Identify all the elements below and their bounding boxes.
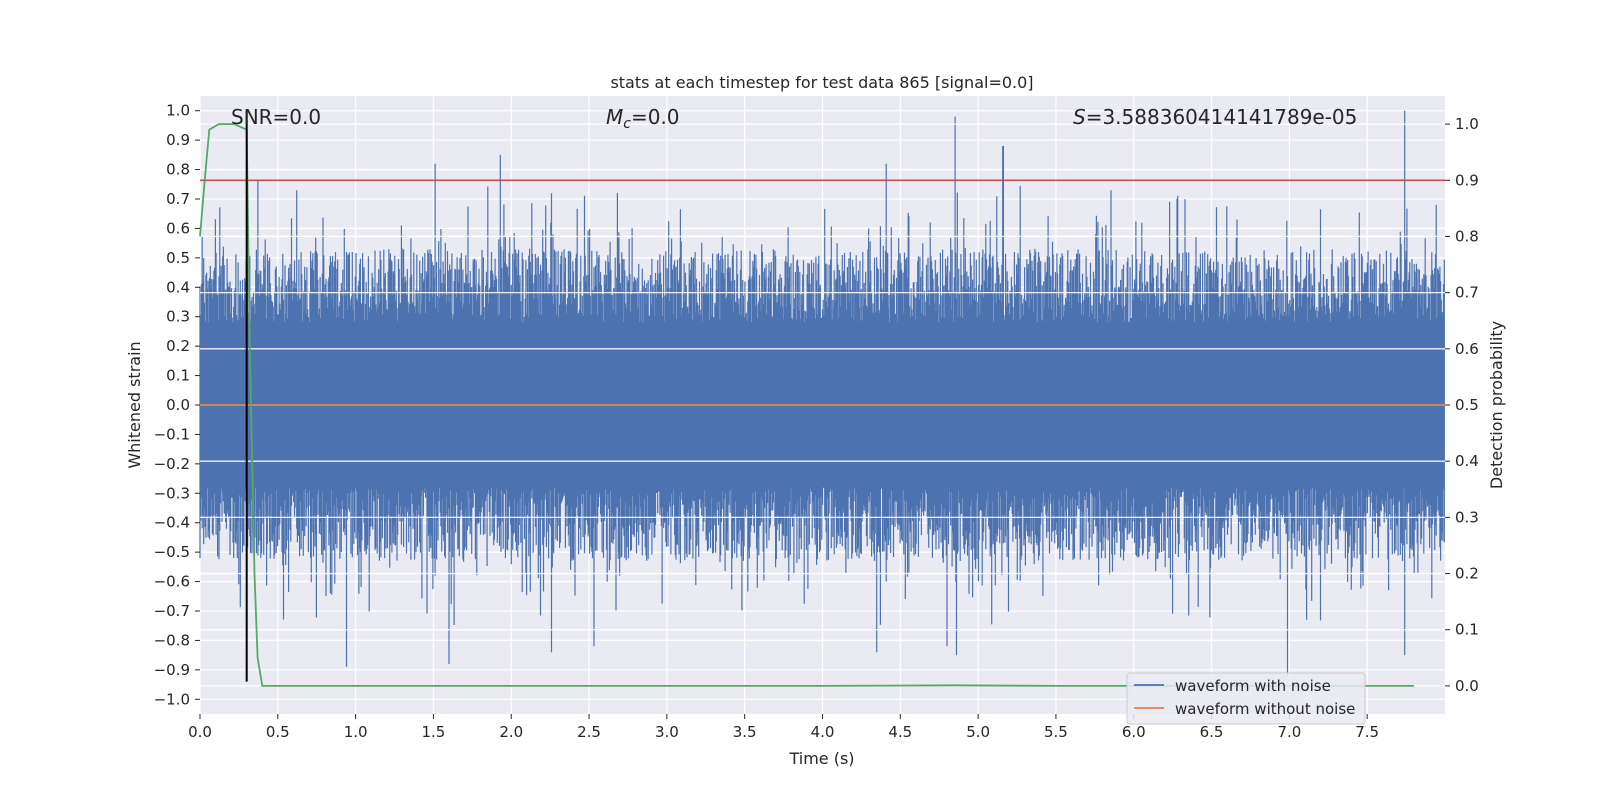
x-tick-label: 7.5 (1355, 723, 1379, 741)
y-tick-label: 0.0 (166, 396, 190, 414)
y2-axis-label: Detection probability (1487, 321, 1506, 489)
y-tick-label: 0.6 (166, 219, 190, 237)
mc-subscript: c (623, 116, 631, 132)
legend-box (1126, 672, 1366, 725)
s-annotation: S=3.588360414141789e-05 (1073, 105, 1357, 129)
y2-tick-label: 0.7 (1455, 284, 1479, 302)
y-tick-label: 1.0 (166, 102, 190, 120)
y2-tick-label: 0.9 (1455, 171, 1479, 189)
y2-tick-label: 0.2 (1455, 565, 1479, 583)
x-tick-label: 1.0 (344, 723, 368, 741)
legend-label-clean: waveform without noise (1175, 700, 1355, 718)
y-tick-label: 0.2 (166, 337, 190, 355)
mc-symbol: M (606, 105, 623, 129)
y-axis-label: Whitened strain (125, 341, 144, 468)
s-symbol: S (1073, 105, 1086, 129)
y2-tick-label: 1.0 (1455, 115, 1479, 133)
mc-value: =0.0 (631, 105, 680, 129)
y-tick-label: −0.3 (154, 484, 190, 502)
y2-axis-ticks: 1.0 0.9 0.8 0.7 0.6 0.5 0.4 0.3 0.2 0.1 0.0 (1445, 115, 1479, 695)
y-tick-label: −0.6 (154, 573, 190, 591)
y-tick-label: −0.2 (154, 455, 190, 473)
y-tick-label: −0.7 (154, 602, 190, 620)
y-tick-label: −1.0 (154, 690, 190, 708)
y2-tick-label: 0.5 (1455, 396, 1479, 414)
s-value: =3.588360414141789e-05 (1086, 105, 1358, 129)
y-tick-label: 0.9 (166, 131, 190, 149)
y-tick-label: 0.1 (166, 367, 190, 385)
x-tick-label: 2.5 (577, 723, 601, 741)
chart-title: stats at each timestep for test data 865… (610, 73, 1033, 92)
snr-annotation: SNR=0.0 (231, 105, 321, 129)
y-tick-label: 0.7 (166, 190, 190, 208)
legend: waveform with noise waveform without noi… (1126, 672, 1366, 725)
mc-annotation: Mc=0.0 (606, 105, 680, 132)
y-tick-label: −0.1 (154, 425, 190, 443)
x-tick-label: 3.5 (733, 723, 757, 741)
y2-tick-label: 0.6 (1455, 340, 1479, 358)
legend-label-noise: waveform with noise (1175, 677, 1331, 695)
x-tick-label: 7.0 (1277, 723, 1301, 741)
x-tick-label: 6.0 (1122, 723, 1146, 741)
x-tick-label: 1.5 (422, 723, 446, 741)
x-tick-label: 4.0 (811, 723, 835, 741)
x-tick-label: 6.5 (1200, 723, 1224, 741)
y2-tick-label: 0.3 (1455, 508, 1479, 526)
y2-tick-label: 0.1 (1455, 621, 1479, 639)
y2-tick-label: 0.0 (1455, 677, 1479, 695)
y-tick-label: 0.3 (166, 308, 190, 326)
y-tick-label: 0.8 (166, 161, 190, 179)
x-axis-label: Time (s) (788, 749, 854, 768)
y-tick-label: −0.5 (154, 543, 190, 561)
x-tick-label: 2.0 (499, 723, 523, 741)
series-detection-probability (199, 123, 1414, 687)
x-tick-label: 5.5 (1044, 723, 1068, 741)
y-tick-label: −0.4 (154, 514, 190, 532)
x-tick-label: 5.0 (966, 723, 990, 741)
y-tick-label: −0.8 (154, 631, 190, 649)
y-axis-ticks: 1.0 0.9 0.8 0.7 0.6 0.5 0.4 0.3 0.2 0.1 0.0 −0.1 −0.… (154, 102, 200, 708)
y2-tick-label: 0.8 (1455, 227, 1479, 245)
y-tick-label: 0.4 (166, 278, 190, 296)
x-tick-label: 0.5 (266, 723, 290, 741)
y-tick-label: −0.9 (154, 661, 190, 679)
x-tick-label: 4.5 (888, 723, 912, 741)
y2-tick-label: 0.4 (1455, 452, 1479, 470)
x-axis-ticks: 0.0 0.5 1.0 1.5 2.0 2.5 3.0 3.5 4.0 4.5 5.0 5.5 6.0 6… (188, 714, 1379, 741)
x-tick-label: 3.0 (655, 723, 679, 741)
x-tick-label: 0.0 (188, 723, 212, 741)
y-tick-label: 0.5 (166, 249, 190, 267)
